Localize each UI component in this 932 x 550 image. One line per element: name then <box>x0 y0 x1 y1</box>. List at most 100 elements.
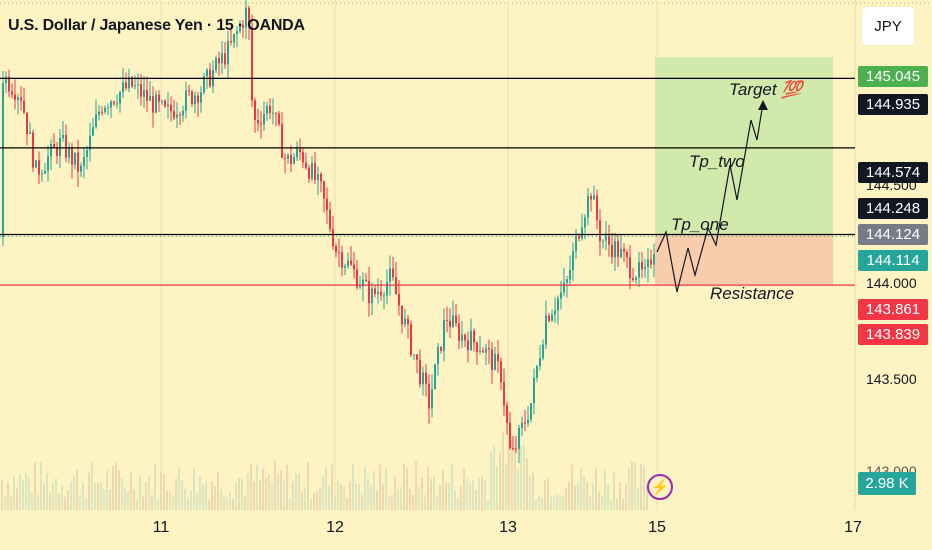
target-label[interactable]: Target 💯 <box>729 80 803 99</box>
volume-bar <box>289 497 291 510</box>
candle-body <box>431 389 433 409</box>
currency-button[interactable]: JPY <box>862 7 914 45</box>
candle-body <box>440 346 442 351</box>
candle-body <box>197 95 199 103</box>
volume-bar <box>94 482 96 510</box>
volume-bar <box>469 481 471 510</box>
volume-bar <box>223 496 225 510</box>
volume-bar <box>316 490 318 510</box>
volume-bar <box>424 495 426 510</box>
candle-body <box>71 147 73 165</box>
volume-bar <box>583 475 585 510</box>
volume-bar <box>373 470 375 510</box>
candle-body <box>620 248 622 258</box>
lightning-icon[interactable]: ⚡ <box>647 474 673 500</box>
candle-body <box>14 94 16 100</box>
candle-body <box>170 104 172 112</box>
candle-body <box>305 162 307 168</box>
candle-body <box>536 366 538 378</box>
candle-body <box>539 358 541 367</box>
volume-bar <box>82 481 84 510</box>
volume-bar <box>283 479 285 510</box>
candle-body <box>479 350 481 353</box>
volume-bar <box>85 498 87 510</box>
candle-body <box>83 156 85 166</box>
volume-bar <box>49 493 51 510</box>
volume-bar <box>70 481 72 510</box>
price-badge: 145.045 <box>858 66 928 87</box>
candle-body <box>125 82 127 89</box>
volume-bar <box>487 499 489 510</box>
candle-body <box>11 91 13 95</box>
candle-body <box>575 236 577 252</box>
candle-body <box>119 91 121 104</box>
candle-body <box>89 135 91 151</box>
volume-bar <box>52 482 54 510</box>
volume-bar <box>259 480 261 510</box>
candle-body <box>29 132 31 135</box>
candle-body <box>407 318 409 325</box>
volume-bar <box>523 444 525 510</box>
candle-body <box>350 260 352 265</box>
candle-body <box>230 40 232 43</box>
candle-body <box>491 349 493 371</box>
candle-body <box>98 111 100 115</box>
candle-body <box>68 147 70 158</box>
candle-body <box>359 286 361 288</box>
volume-bar <box>208 499 210 510</box>
candle-body <box>260 123 262 125</box>
volume-bar <box>409 488 411 510</box>
resistance-label[interactable]: Resistance <box>710 284 795 303</box>
volume-bar <box>256 464 258 510</box>
candle-body <box>437 346 439 365</box>
volume-bar <box>97 482 99 510</box>
volume-bar <box>295 473 297 510</box>
candle-body <box>374 288 376 294</box>
candle-body <box>608 235 610 245</box>
volume-bar <box>370 486 372 510</box>
volume-bar <box>580 468 582 510</box>
volume-bar <box>139 476 141 510</box>
volume-bar <box>262 468 264 510</box>
candle-body <box>410 324 412 355</box>
candle-body <box>116 103 118 105</box>
candle-body <box>389 268 391 282</box>
volume-bar <box>247 473 249 510</box>
candle-body <box>179 114 181 116</box>
volume-bar <box>457 497 459 510</box>
volume-bar <box>157 499 159 510</box>
price-badge: 143.839 <box>858 324 928 345</box>
volume-bar <box>292 481 294 510</box>
candle-body <box>626 252 628 258</box>
candle-body <box>206 69 208 77</box>
volume-bar <box>442 469 444 510</box>
volume-bar <box>436 496 438 510</box>
symbol-title: U.S. Dollar / Japanese Yen · 15 · OANDA <box>8 17 305 34</box>
candle-body <box>296 148 298 158</box>
candle-body <box>245 7 247 28</box>
candle-body <box>104 107 106 112</box>
candle-body <box>572 251 574 271</box>
volume-bar <box>448 482 450 510</box>
volume-bar <box>610 499 612 510</box>
volume-bar <box>118 470 120 510</box>
candle-body <box>515 448 517 450</box>
candle-body <box>32 132 34 168</box>
candle-body <box>236 31 238 34</box>
volume-bar <box>358 484 360 510</box>
candle-body <box>635 277 637 280</box>
candle-body <box>191 91 193 105</box>
candle-body <box>326 198 328 210</box>
volume-bar <box>1 480 3 510</box>
volume-bar <box>589 495 591 510</box>
tp-two-label[interactable]: Tp_two <box>689 152 745 171</box>
candle-body <box>155 94 157 113</box>
volume-bar <box>19 473 21 510</box>
candle-body <box>653 254 655 265</box>
candle-body <box>233 33 235 43</box>
candle-body <box>404 318 406 325</box>
tp-one-label[interactable]: Tp_one <box>671 215 729 234</box>
volume-bar <box>34 462 36 510</box>
